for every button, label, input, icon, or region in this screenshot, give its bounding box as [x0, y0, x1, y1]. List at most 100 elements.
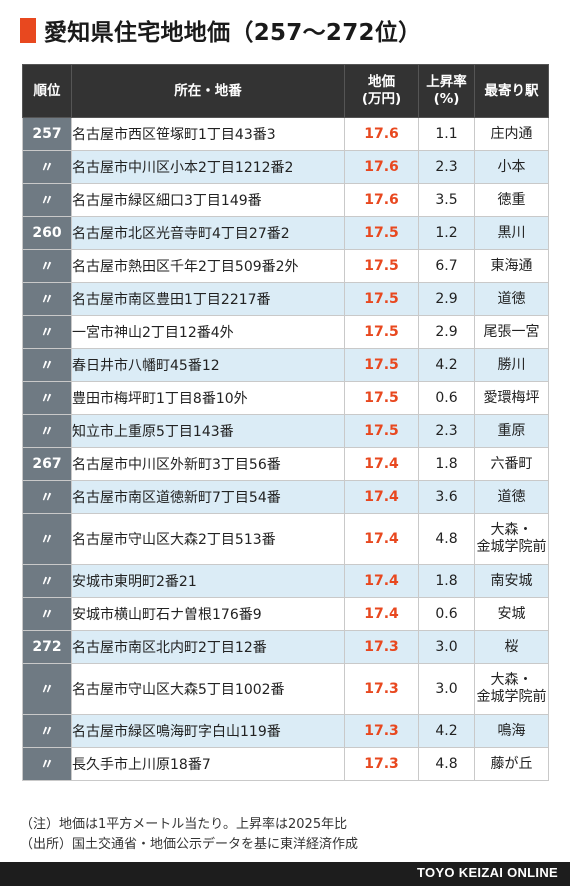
price-cell: 17.4 — [344, 447, 419, 481]
station-cell: 勝川 — [474, 348, 549, 382]
table-row: 〃名古屋市守山区大森5丁目1002番 17.3 3.0 大森・ 金城学院前 — [22, 663, 549, 715]
station-cell: 六番町 — [474, 447, 549, 481]
rate-cell: 4.8 — [418, 747, 475, 781]
header-rate: 上昇率 (%) — [418, 64, 475, 118]
station-cell: 南安城 — [474, 564, 549, 598]
table-row: 260 名古屋市北区光音寺町4丁目27番2 17.5 1.2 黒川 — [22, 216, 549, 250]
location-cell: 名古屋市南区北内町2丁目12番 — [71, 630, 345, 664]
rank-cell: 〃 — [22, 315, 72, 349]
location-cell: 名古屋市緑区鳴海町字白山119番 — [71, 714, 345, 748]
station-cell: 愛環梅坪 — [474, 381, 549, 415]
location-cell: 名古屋市西区笹塚町1丁目43番3 — [71, 117, 345, 151]
title-square-icon — [20, 17, 36, 43]
rank-cell: 〃 — [22, 597, 72, 631]
location-cell: 名古屋市中川区外新町3丁目56番 — [71, 447, 345, 481]
price-cell: 17.4 — [344, 564, 419, 598]
price-cell: 17.5 — [344, 216, 419, 250]
header-price: 地価 (万円) — [344, 64, 419, 118]
rate-cell: 3.5 — [418, 183, 475, 217]
table-row: 〃豊田市梅坪町1丁目8番10外 17.5 0.6 愛環梅坪 — [22, 381, 549, 415]
title-row: 愛知県住宅地地価（257〜272位） — [20, 14, 421, 46]
location-cell: 安城市東明町2番21 — [71, 564, 345, 598]
price-cell: 17.6 — [344, 117, 419, 151]
price-cell: 17.6 — [344, 150, 419, 184]
footer-brand: TOYO KEIZAI ONLINE — [417, 865, 558, 880]
table-row: 〃安城市横山町石ナ曽根176番9 17.4 0.6 安城 — [22, 597, 549, 631]
rank-cell: 〃 — [22, 714, 72, 748]
price-cell: 17.4 — [344, 480, 419, 514]
table-row: 257 名古屋市西区笹塚町1丁目43番3 17.6 1.1 庄内通 — [22, 117, 549, 151]
rank-cell: 267 — [22, 447, 72, 481]
page-title: 愛知県住宅地地価（257〜272位） — [44, 20, 422, 46]
rank-cell: 〃 — [22, 663, 72, 715]
table-row: 〃名古屋市熱田区千年2丁目509番2外 17.5 6.7 東海通 — [22, 249, 549, 283]
table-body: 257 名古屋市西区笹塚町1丁目43番3 17.6 1.1 庄内通〃名古屋市中川区小本2… — [22, 117, 549, 781]
price-cell: 17.5 — [344, 315, 419, 349]
price-cell: 17.3 — [344, 663, 419, 715]
table-row: 〃名古屋市中川区小本2丁目1212番2 17.6 2.3 小本 — [22, 150, 549, 184]
rank-cell: 257 — [22, 117, 72, 151]
location-cell: 長久手市上川原18番7 — [71, 747, 345, 781]
table-row: 〃知立市上重原5丁目143番 17.5 2.3 重原 — [22, 414, 549, 448]
station-cell: 道徳 — [474, 480, 549, 514]
location-cell: 安城市横山町石ナ曽根176番9 — [71, 597, 345, 631]
location-cell: 豊田市梅坪町1丁目8番10外 — [71, 381, 345, 415]
rank-cell: 260 — [22, 216, 72, 250]
rate-cell: 3.0 — [418, 630, 475, 664]
rate-cell: 3.0 — [418, 663, 475, 715]
station-cell: 徳重 — [474, 183, 549, 217]
table-row: 〃安城市東明町2番21 17.4 1.8 南安城 — [22, 564, 549, 598]
rank-cell: 〃 — [22, 183, 72, 217]
header-station: 最寄り駅 — [474, 64, 549, 118]
station-cell: 重原 — [474, 414, 549, 448]
rank-cell: 〃 — [22, 414, 72, 448]
table-row: 〃名古屋市緑区細口3丁目149番 17.6 3.5 徳重 — [22, 183, 549, 217]
table-row: 〃長久手市上川原18番7 17.3 4.8 藤が丘 — [22, 747, 549, 781]
table-row: 〃名古屋市南区豊田1丁目2217番 17.5 2.9 道徳 — [22, 282, 549, 316]
price-cell: 17.5 — [344, 348, 419, 382]
price-cell: 17.5 — [344, 249, 419, 283]
location-cell: 知立市上重原5丁目143番 — [71, 414, 345, 448]
location-cell: 名古屋市南区豊田1丁目2217番 — [71, 282, 345, 316]
table-row: 〃春日井市八幡町45番12 17.5 4.2 勝川 — [22, 348, 549, 382]
rank-cell: 〃 — [22, 480, 72, 514]
rank-cell: 〃 — [22, 381, 72, 415]
rank-cell: 〃 — [22, 513, 72, 565]
rate-cell: 4.8 — [418, 513, 475, 565]
table-row: 〃名古屋市南区道徳新町7丁目54番 17.4 3.6 道徳 — [22, 480, 549, 514]
rate-cell: 6.7 — [418, 249, 475, 283]
location-cell: 名古屋市守山区大森2丁目513番 — [71, 513, 345, 565]
station-cell: 黒川 — [474, 216, 549, 250]
price-cell: 17.5 — [344, 381, 419, 415]
location-cell: 名古屋市南区道徳新町7丁目54番 — [71, 480, 345, 514]
rank-cell: 272 — [22, 630, 72, 664]
table-header-row: 順位 所在・地番 地価 (万円) 上昇率 (%) 最寄り駅 — [22, 64, 549, 118]
price-cell: 17.6 — [344, 183, 419, 217]
station-cell: 庄内通 — [474, 117, 549, 151]
rank-cell: 〃 — [22, 282, 72, 316]
location-cell: 名古屋市熱田区千年2丁目509番2外 — [71, 249, 345, 283]
price-cell: 17.4 — [344, 513, 419, 565]
rate-cell: 2.9 — [418, 315, 475, 349]
location-cell: 春日井市八幡町45番12 — [71, 348, 345, 382]
rank-cell: 〃 — [22, 747, 72, 781]
station-cell: 桜 — [474, 630, 549, 664]
station-cell: 東海通 — [474, 249, 549, 283]
notes: （注）地価は1平方メートル当たり。上昇率は2025年比 （出所）国土交通省・地価… — [20, 815, 358, 855]
station-cell: 大森・ 金城学院前 — [474, 663, 549, 715]
header-rank: 順位 — [22, 64, 72, 118]
rate-cell: 3.6 — [418, 480, 475, 514]
station-cell: 大森・ 金城学院前 — [474, 513, 549, 565]
rate-cell: 1.1 — [418, 117, 475, 151]
rate-cell: 4.2 — [418, 348, 475, 382]
station-cell: 小本 — [474, 150, 549, 184]
rate-cell: 2.3 — [418, 414, 475, 448]
price-cell: 17.5 — [344, 414, 419, 448]
price-cell: 17.3 — [344, 714, 419, 748]
rank-cell: 〃 — [22, 249, 72, 283]
rate-cell: 2.9 — [418, 282, 475, 316]
station-cell: 安城 — [474, 597, 549, 631]
rank-cell: 〃 — [22, 348, 72, 382]
location-cell: 名古屋市守山区大森5丁目1002番 — [71, 663, 345, 715]
source-line: （出所）国土交通省・地価公示データを基に東洋経済作成 — [20, 837, 359, 852]
